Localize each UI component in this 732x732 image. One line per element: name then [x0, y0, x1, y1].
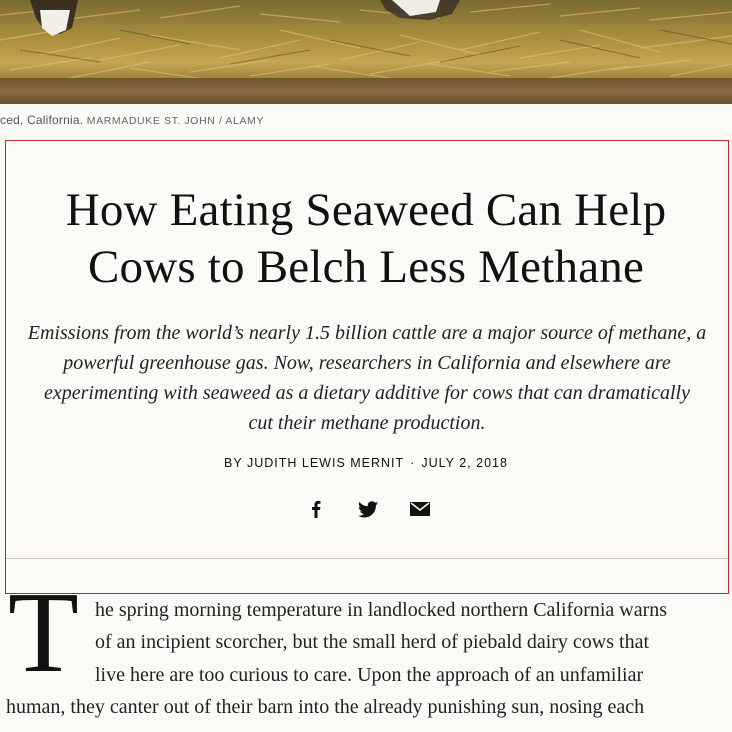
body-line: he spring morning temperature in landloc…: [95, 599, 668, 621]
body-line: live here are too curious to care. Upon …: [95, 664, 644, 686]
share-twitter-button[interactable]: [356, 498, 380, 520]
publish-date: JULY 2, 2018: [421, 456, 508, 470]
byline: BY JUDITH LEWIS MERNIT · JULY 2, 2018: [0, 456, 732, 470]
barn-floor: [0, 78, 732, 104]
facebook-icon: [312, 500, 321, 518]
byline-separator: ·: [410, 456, 416, 470]
title-line-2: Cows to Belch Less Methane: [87, 241, 645, 293]
article-title: How Eating Seaweed Can Help Cows to Belc…: [0, 182, 732, 296]
caption-text: ced, California.: [0, 113, 84, 127]
image-caption: ced, California. MARMADUKE ST. JOHN / AL…: [0, 113, 264, 127]
article-dek: Emissions from the world’s nearly 1.5 bi…: [8, 318, 726, 438]
body-line: of an incipient scorcher, but the small …: [95, 631, 650, 653]
header-divider: [6, 558, 728, 559]
dek-line: powerful greenhouse gas. Now, researcher…: [63, 352, 671, 374]
title-line-1: How Eating Seaweed Can Help: [65, 184, 667, 236]
author-link[interactable]: BY JUDITH LEWIS MERNIT: [224, 456, 405, 470]
body-line: human, they canter out of their barn int…: [6, 696, 645, 718]
share-facebook-button[interactable]: [306, 498, 326, 520]
dek-line: Emissions from the world’s nearly 1.5 bi…: [27, 322, 707, 344]
hero-image: [0, 0, 732, 104]
email-icon: [410, 502, 430, 516]
hay-texture: [0, 0, 732, 81]
share-email-button[interactable]: [408, 498, 432, 520]
article-header-outline: [5, 140, 729, 594]
dek-line: experimenting with seaweed as a dietary …: [43, 382, 690, 404]
dek-line: cut their methane production.: [248, 412, 486, 434]
twitter-icon: [358, 500, 378, 517]
photo-credit: MARMADUKE ST. JOHN / ALAMY: [86, 115, 265, 127]
drop-cap: T: [8, 569, 79, 697]
